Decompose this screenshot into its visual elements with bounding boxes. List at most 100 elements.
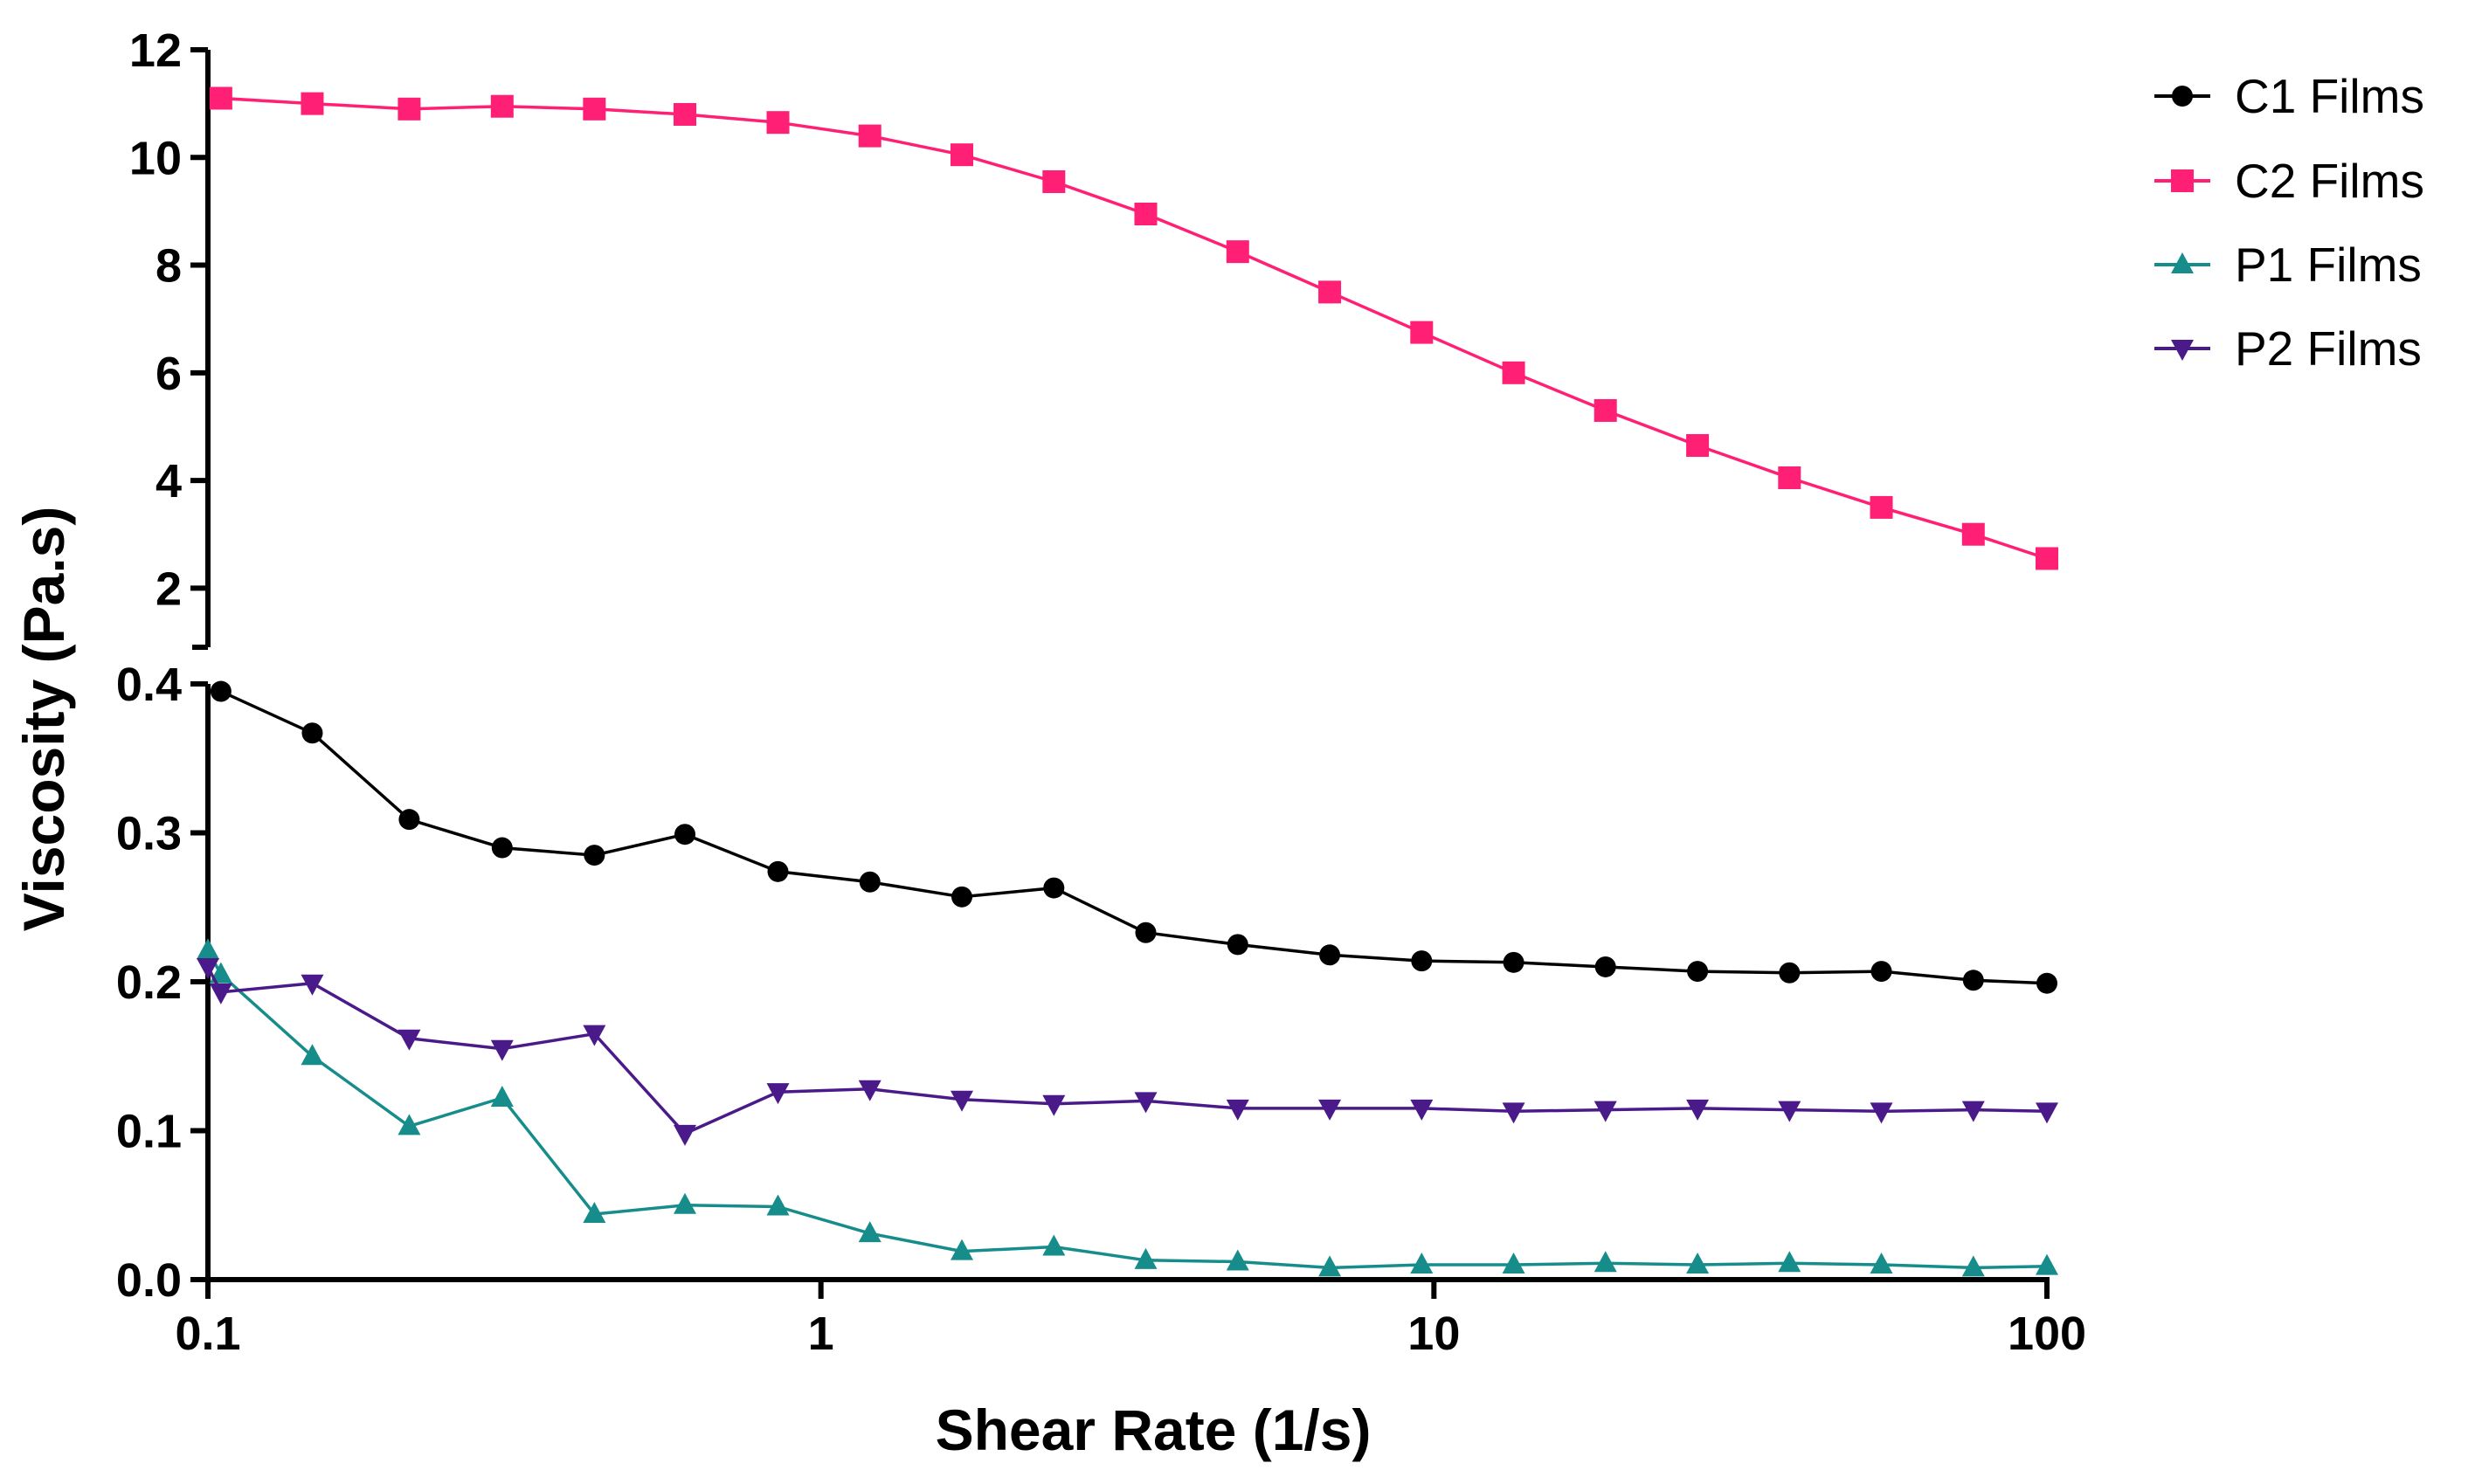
legend-label-c1-films: C1 Films: [2235, 69, 2424, 123]
y-tick-label: 10: [129, 132, 182, 184]
data-point-c1-films: [674, 824, 696, 846]
data-point-p1-films: [2036, 1253, 2058, 1275]
data-point-c2-films: [766, 111, 790, 135]
legend-item-p1-films: P1 Films: [2154, 238, 2422, 292]
y-tick-label: 8: [156, 240, 182, 293]
data-point-p2-films: [301, 974, 324, 996]
data-point-p2-films: [1042, 1094, 1066, 1116]
series-c1-films: [210, 680, 2057, 994]
y-tick-label: 6: [156, 348, 182, 400]
y-tick-label: 0.2: [116, 956, 182, 1009]
data-point-c1-films: [1227, 934, 1248, 956]
data-point-c2-films: [490, 94, 514, 118]
data-point-c1-films: [767, 860, 789, 882]
x-tick-label: 100: [2008, 1308, 2086, 1360]
data-point-c1-films: [210, 680, 232, 702]
data-point-p1-films: [490, 1085, 514, 1107]
data-point-p1-films: [1870, 1252, 1893, 1273]
data-point-c1-films: [491, 837, 513, 859]
series-layer: [197, 86, 2058, 1277]
data-point-p2-films: [1594, 1101, 1617, 1122]
data-point-p1-films: [1410, 1252, 1434, 1273]
y-tick-label: 0.3: [116, 808, 182, 860]
data-point-p2-films: [583, 1025, 606, 1046]
data-point-p1-films: [1502, 1252, 1525, 1273]
data-point-c1-films: [584, 845, 605, 866]
data-point-p1-films: [1134, 1247, 1158, 1269]
data-point-c1-films: [1043, 877, 1065, 899]
data-point-c1-films: [398, 809, 420, 831]
data-point-p2-films: [209, 983, 232, 1004]
legend-marker-c2-films: [2171, 169, 2194, 192]
data-point-p1-films: [674, 1192, 697, 1214]
data-point-p2-films: [766, 1083, 790, 1105]
data-point-c2-films: [301, 92, 324, 115]
data-point-p2-films: [1686, 1099, 1710, 1121]
y-tick-label: 0.1: [116, 1106, 182, 1158]
data-point-c1-films: [1870, 961, 1892, 983]
data-point-p2-films: [1410, 1099, 1434, 1121]
legend-label-c2-films: C2 Films: [2235, 154, 2424, 208]
series-p1-films: [197, 938, 2058, 1277]
data-point-p1-films: [398, 1114, 421, 1135]
data-point-p1-films: [1226, 1249, 1249, 1271]
data-point-p2-films: [1961, 1101, 1985, 1122]
series-line-c2-films: [220, 96, 2048, 561]
data-point-c2-films: [1318, 280, 1342, 304]
data-point-p2-films: [1502, 1102, 1525, 1124]
data-point-p1-films: [1594, 1251, 1617, 1273]
series-line-p1-films: [206, 949, 2048, 1270]
legend-marker-c1-films: [2172, 86, 2193, 107]
data-point-c2-films: [583, 97, 606, 121]
data-point-p2-films: [1226, 1099, 1249, 1121]
data-point-c2-films: [1594, 398, 1617, 422]
data-point-p2-films: [197, 957, 219, 979]
y-tick-label: 0.4: [116, 659, 182, 711]
data-point-p1-films: [1961, 1255, 1985, 1277]
data-point-c2-films: [858, 124, 881, 148]
data-point-p1-films: [1042, 1234, 1066, 1256]
legend-item-p2-films: P2 Films: [2154, 321, 2422, 376]
x-tick-label: 0.1: [175, 1308, 240, 1360]
data-point-c2-films: [1042, 170, 1066, 194]
data-point-p1-films: [951, 1239, 974, 1260]
x-tick-label: 10: [1407, 1308, 1460, 1360]
data-point-c2-films: [398, 97, 421, 121]
data-point-p2-films: [858, 1080, 881, 1101]
y-tick-label: 2: [156, 563, 182, 615]
data-point-c2-films: [1226, 240, 1249, 264]
data-point-c2-films: [1778, 466, 1801, 490]
data-point-c1-films: [1319, 944, 1341, 966]
data-point-c1-films: [859, 871, 881, 893]
data-point-c2-films: [209, 86, 232, 110]
data-point-p2-films: [951, 1090, 974, 1112]
data-point-c2-films: [951, 143, 974, 167]
data-point-c2-films: [2036, 547, 2058, 570]
data-point-p1-films: [301, 1044, 324, 1066]
data-point-p1-films: [1686, 1252, 1710, 1273]
legend: C1 Films C2 Films P1 Films P2 Films: [2154, 69, 2424, 376]
data-point-p2-films: [1870, 1102, 1893, 1124]
data-point-p1-films: [583, 1201, 606, 1223]
data-point-c2-films: [1961, 522, 1985, 546]
data-point-p1-films: [197, 938, 219, 960]
x-tick-label: 1: [808, 1308, 834, 1360]
data-point-c2-films: [1870, 495, 1893, 519]
series-line-p2-films: [206, 966, 2048, 1135]
data-point-p2-films: [398, 1029, 421, 1051]
series-line-c1-films: [220, 689, 2048, 985]
data-point-c1-films: [1503, 951, 1524, 973]
data-point-c1-films: [1962, 970, 1984, 991]
legend-marker-p1-films: [2171, 252, 2194, 273]
data-point-c1-films: [1687, 961, 1709, 983]
series-p2-films: [197, 957, 2058, 1146]
data-point-p1-films: [858, 1221, 881, 1243]
data-point-c2-films: [1502, 361, 1525, 384]
legend-label-p2-films: P2 Films: [2235, 321, 2422, 376]
data-point-p1-films: [1778, 1251, 1801, 1273]
data-point-p1-films: [1318, 1255, 1342, 1277]
data-point-p2-films: [1778, 1101, 1801, 1122]
data-point-c1-films: [1411, 950, 1433, 972]
series-c2-films: [209, 86, 2058, 570]
